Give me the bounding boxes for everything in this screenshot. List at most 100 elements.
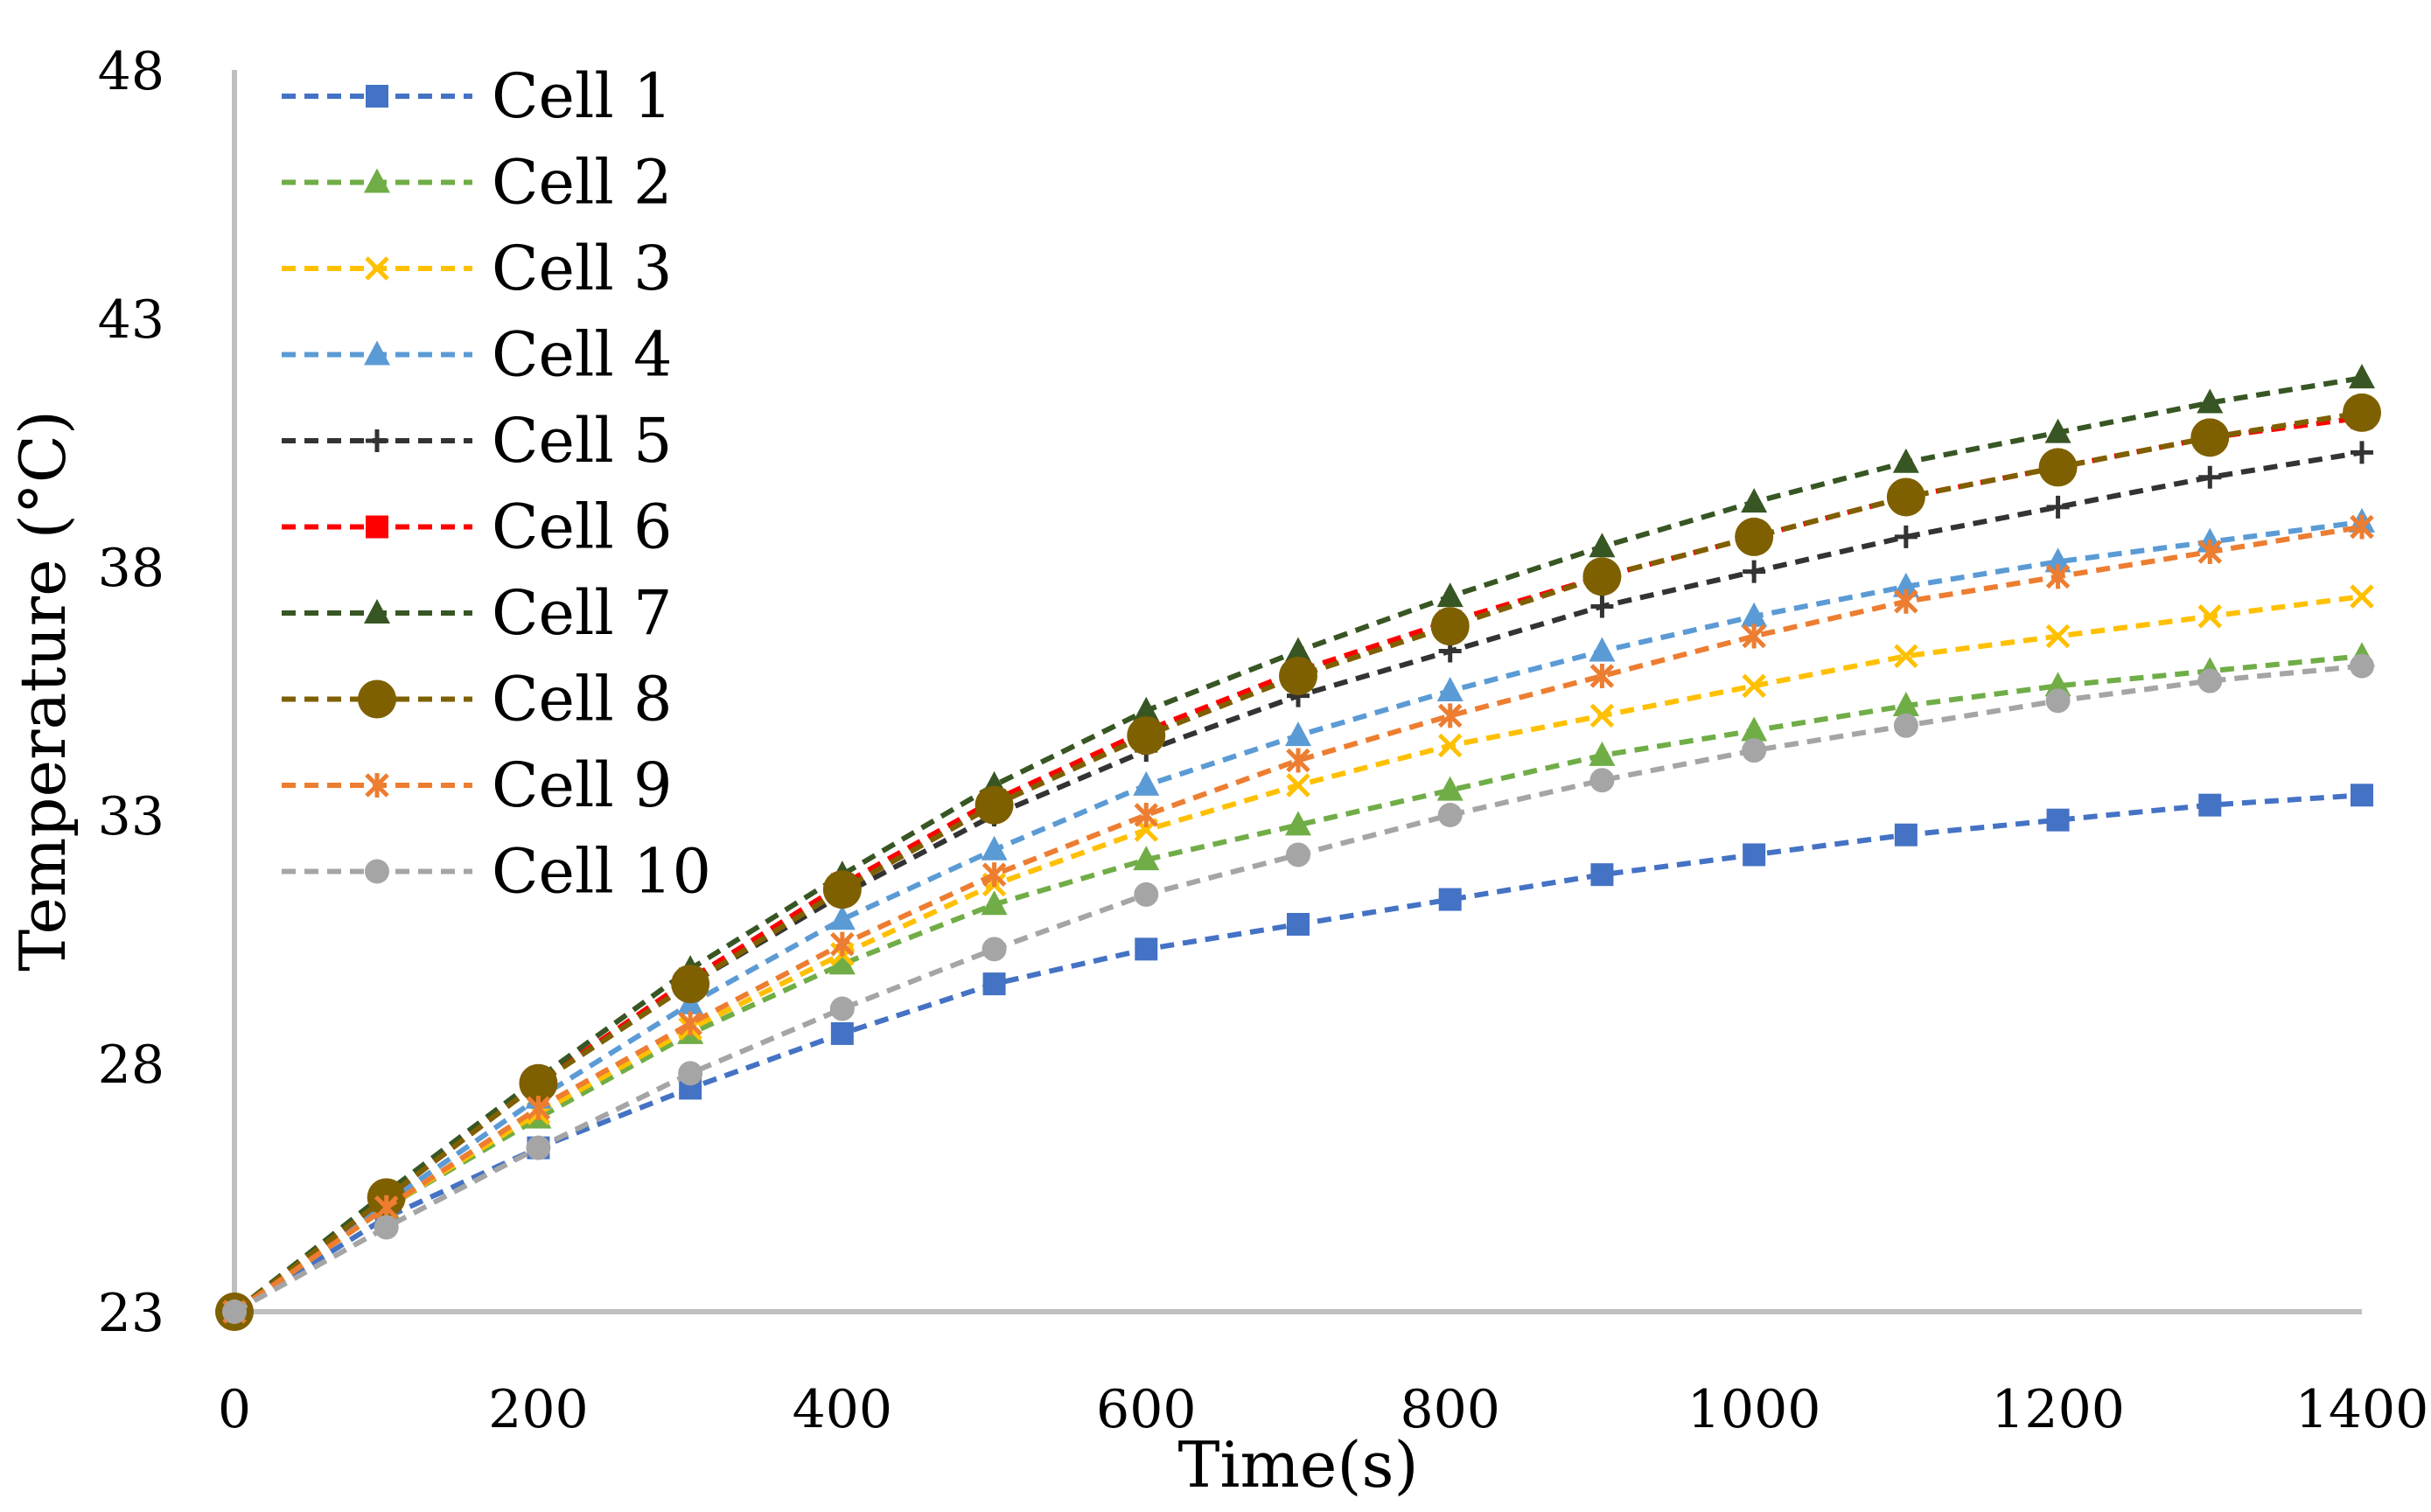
legend-label: Cell 7 — [492, 577, 673, 649]
data-point — [1430, 607, 1470, 646]
data-point — [1287, 912, 1310, 936]
legend: Cell 1 Cell 2 Cell 3 Cell 4 Cell 5 Cell 6 Cell… — [282, 60, 711, 908]
legend-item: Cell 5 — [282, 405, 673, 477]
data-point — [1894, 823, 1918, 847]
data-point — [829, 996, 855, 1021]
data-point — [1133, 846, 1160, 871]
y-tick-label: 48 — [98, 41, 164, 102]
legend-item: Cell 7 — [282, 577, 673, 649]
legend-label: Cell 9 — [492, 749, 673, 821]
legend-item: Cell 8 — [282, 664, 673, 735]
x-tick-label: 1400 — [2295, 1379, 2429, 1440]
data-point — [1286, 773, 1310, 798]
series-10 — [222, 653, 2374, 1324]
legend-label: Cell 2 — [492, 147, 673, 219]
legend-marker — [364, 599, 390, 624]
data-point — [1892, 572, 1919, 597]
data-point — [222, 1299, 247, 1324]
series-8 — [215, 393, 2381, 1331]
data-point — [1735, 517, 1774, 556]
data-point — [1590, 595, 1614, 618]
legend-label: Cell 6 — [492, 491, 673, 563]
data-point — [1436, 677, 1463, 701]
data-point — [2044, 547, 2071, 573]
data-point — [1590, 863, 1614, 887]
legend-label: Cell 10 — [492, 836, 711, 908]
data-point — [2351, 441, 2373, 464]
data-point — [671, 965, 710, 1004]
data-point — [1743, 560, 1766, 583]
series-line — [233, 409, 2363, 1314]
x-tick-label: 800 — [1400, 1379, 1500, 1440]
data-point — [822, 870, 862, 909]
legend-label: Cell 4 — [492, 319, 673, 391]
data-point — [2046, 808, 2070, 832]
x-tick-label: 1000 — [1687, 1379, 1821, 1440]
data-point — [982, 972, 1006, 996]
legend-marker — [365, 256, 389, 281]
data-point — [1135, 937, 1158, 961]
data-point — [1285, 811, 1311, 836]
tick-labels: 0 200 400 600 800 1000 1200 1400 23 28 33 38 43 48 — [98, 41, 2429, 1440]
data-point — [1886, 477, 1925, 517]
series-line — [233, 524, 2363, 1314]
axes — [232, 70, 2362, 1314]
data-point — [2198, 465, 2222, 489]
data-point — [1285, 637, 1311, 662]
data-point — [2343, 393, 2381, 432]
legend-item: Cell 10 — [282, 836, 711, 908]
legend-marker — [366, 429, 388, 452]
data-point — [2045, 624, 2071, 649]
data-point — [2350, 584, 2374, 609]
data-point — [1133, 696, 1160, 721]
data-point — [1437, 703, 1463, 728]
y-tick-label: 23 — [98, 1283, 164, 1344]
data-point — [2190, 418, 2230, 457]
data-point — [1589, 703, 1615, 728]
data-point — [981, 862, 1007, 888]
y-axis-title: Temperature (°C) — [6, 410, 80, 972]
data-point — [1742, 673, 1766, 699]
data-point — [678, 1011, 702, 1036]
data-point — [1741, 716, 1768, 742]
data-point — [2038, 448, 2078, 487]
data-point — [1589, 637, 1616, 662]
data-point — [1133, 770, 1160, 796]
data-point — [1285, 721, 1311, 747]
data-point — [1589, 533, 1616, 558]
data-point — [828, 905, 856, 930]
y-tick-label: 43 — [98, 289, 164, 351]
legend-item: Cell 6 — [282, 491, 673, 563]
legend-item: Cell 3 — [282, 233, 673, 304]
data-point — [2044, 672, 2071, 697]
data-point — [828, 950, 856, 975]
x-tick-label: 600 — [1096, 1379, 1197, 1440]
data-point — [1741, 488, 1768, 513]
data-point — [974, 785, 1014, 825]
legend-item: Cell 1 — [282, 60, 673, 132]
data-point — [2351, 784, 2373, 807]
series-line — [233, 653, 2363, 1314]
data-point — [1134, 803, 1159, 827]
data-point — [2046, 495, 2070, 519]
data-point — [830, 1021, 854, 1045]
data-point — [1134, 881, 1159, 907]
data-point — [981, 937, 1007, 962]
data-point — [1279, 656, 1317, 695]
data-point — [1892, 692, 1919, 717]
x-tick-label: 1200 — [1991, 1379, 2125, 1440]
legend-label: Cell 5 — [492, 405, 673, 477]
data-point — [526, 1135, 551, 1160]
legend-marker — [358, 679, 396, 719]
x-tick-label: 200 — [488, 1379, 589, 1440]
data-point — [1741, 602, 1768, 627]
data-point — [830, 931, 855, 957]
series-9 — [222, 514, 2374, 1324]
y-tick-label: 28 — [98, 1035, 164, 1096]
data-point — [2350, 653, 2374, 679]
legend-item: Cell 4 — [282, 319, 673, 391]
data-point — [678, 1061, 703, 1086]
data-point — [2197, 604, 2223, 629]
